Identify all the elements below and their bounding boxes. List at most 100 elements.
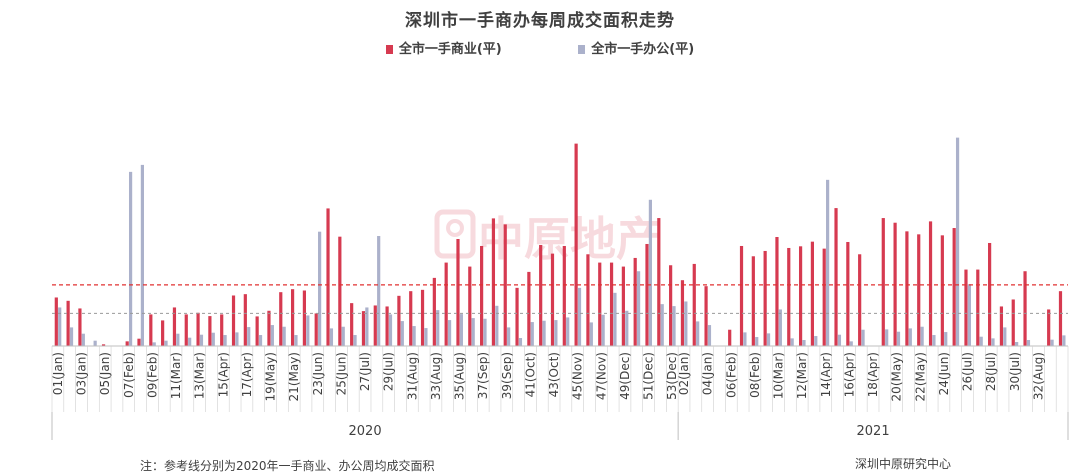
x-tick-label: 28(Jul)	[984, 352, 998, 391]
x-tick-label: 14(Apr)	[819, 352, 833, 397]
bar-office	[199, 334, 204, 346]
bar-commercial	[704, 286, 708, 346]
bar-office	[69, 327, 74, 346]
bar-office	[495, 305, 499, 346]
x-tick-label: 32(Aug)	[1031, 352, 1045, 400]
bar-commercial	[515, 287, 519, 346]
x-tick-label: 51(Dec)	[642, 352, 656, 400]
bar-office	[388, 314, 393, 346]
bar-commercial	[751, 256, 755, 346]
bar-office	[471, 318, 475, 346]
bar-office	[140, 164, 144, 346]
bar-commercial	[267, 310, 271, 346]
bar-commercial	[373, 305, 377, 346]
bar-office	[483, 318, 487, 346]
bar-commercial	[633, 257, 637, 346]
x-tick-label: 02(Jan)	[677, 352, 691, 395]
bar-commercial	[586, 254, 590, 346]
legend-swatch-commercial	[385, 45, 393, 54]
bar-commercial	[822, 248, 826, 346]
legend-item-office: 全市一手办公(平)	[578, 38, 694, 57]
bar-office	[790, 338, 794, 346]
bar-commercial	[255, 316, 259, 346]
bar-commercial	[468, 266, 472, 346]
bar-commercial	[952, 228, 956, 346]
bar-office	[814, 336, 818, 346]
x-tick-label: 07(Feb)	[122, 352, 136, 398]
x-tick-label: 33(Aug)	[429, 352, 443, 400]
bar-commercial	[1023, 271, 1027, 346]
bar-office	[128, 171, 133, 346]
bar-commercial	[149, 314, 153, 346]
bar-commercial	[858, 254, 862, 346]
bar-commercial	[999, 306, 1004, 346]
bar-commercial	[645, 243, 649, 346]
bar-commercial	[66, 300, 70, 346]
x-tick-label: 37(Sep)	[476, 352, 490, 399]
bar-commercial	[444, 262, 448, 346]
x-tick-label: 43(Oct)	[547, 352, 561, 397]
x-tick-label: 22(May)	[913, 352, 927, 401]
legend-item-commercial: 全市一手商业(平)	[385, 38, 502, 57]
x-tick-label: 39(Sep)	[500, 352, 514, 399]
chart-title: 深圳市一手商办每周成交面积走势	[405, 11, 675, 31]
bar-commercial	[432, 277, 436, 346]
bar-office	[436, 310, 440, 346]
bar-commercial	[550, 253, 555, 346]
bar-commercial	[905, 231, 909, 346]
bar-office	[306, 315, 310, 346]
bar-office	[672, 306, 676, 346]
bar-commercial	[598, 262, 602, 346]
x-tick-label: 10(Mar)	[772, 352, 786, 399]
legend-label-office: 全市一手办公(平)	[591, 42, 695, 57]
bar-office	[636, 271, 641, 346]
bar-office	[152, 342, 156, 346]
bar-office	[979, 336, 983, 346]
bar-commercial	[846, 241, 850, 346]
x-tick-label: 31(Aug)	[405, 352, 419, 400]
x-tick-label: 26(Jul)	[961, 352, 975, 391]
bar-commercial	[409, 291, 413, 346]
bar-commercial	[527, 271, 531, 346]
bar-commercial	[917, 234, 921, 346]
source-label: 深圳中原研究中心	[855, 457, 952, 471]
bar-commercial	[220, 314, 224, 346]
bar-office	[601, 314, 605, 346]
bar-office	[211, 332, 215, 346]
bar-commercial	[279, 292, 283, 346]
bar-commercial	[728, 329, 732, 346]
bar-office	[294, 335, 298, 346]
bar-office	[377, 236, 381, 346]
x-tick-label: 11(Mar)	[169, 352, 183, 399]
bar-commercial	[810, 241, 814, 346]
bar-office	[258, 335, 263, 346]
bar-office	[743, 332, 747, 346]
bar-office	[459, 314, 463, 346]
bar-office	[684, 301, 688, 346]
bar-commercial	[1047, 309, 1051, 346]
bar-commercial	[101, 344, 106, 346]
bar-office	[1050, 339, 1054, 346]
bar-office	[412, 326, 416, 346]
legend: 全市一手商业(平) 全市一手办公(平)	[0, 38, 1080, 57]
bar-office	[613, 292, 617, 346]
bar-office	[1015, 342, 1019, 346]
x-tick-label: 01(Jan)	[51, 352, 65, 395]
bar-office	[188, 337, 192, 346]
legend-label-commercial: 全市一手商业(平)	[398, 42, 502, 57]
bar-office	[270, 325, 274, 346]
bar-commercial	[231, 295, 236, 346]
x-tick-label: 18(Apr)	[866, 352, 880, 397]
x-tick-label: 09(Feb)	[145, 352, 159, 398]
bar-commercial	[609, 262, 614, 346]
bar-commercial	[787, 247, 791, 346]
bar-office	[554, 320, 558, 346]
x-tick-label: 29(Jul)	[382, 352, 396, 391]
year-label: 2020	[349, 424, 382, 439]
bar-commercial	[361, 311, 366, 346]
x-tick-label: 53(Dec)	[665, 352, 679, 400]
bar-office	[696, 321, 700, 346]
bar-commercial	[420, 289, 425, 346]
bar-commercial	[976, 269, 980, 346]
